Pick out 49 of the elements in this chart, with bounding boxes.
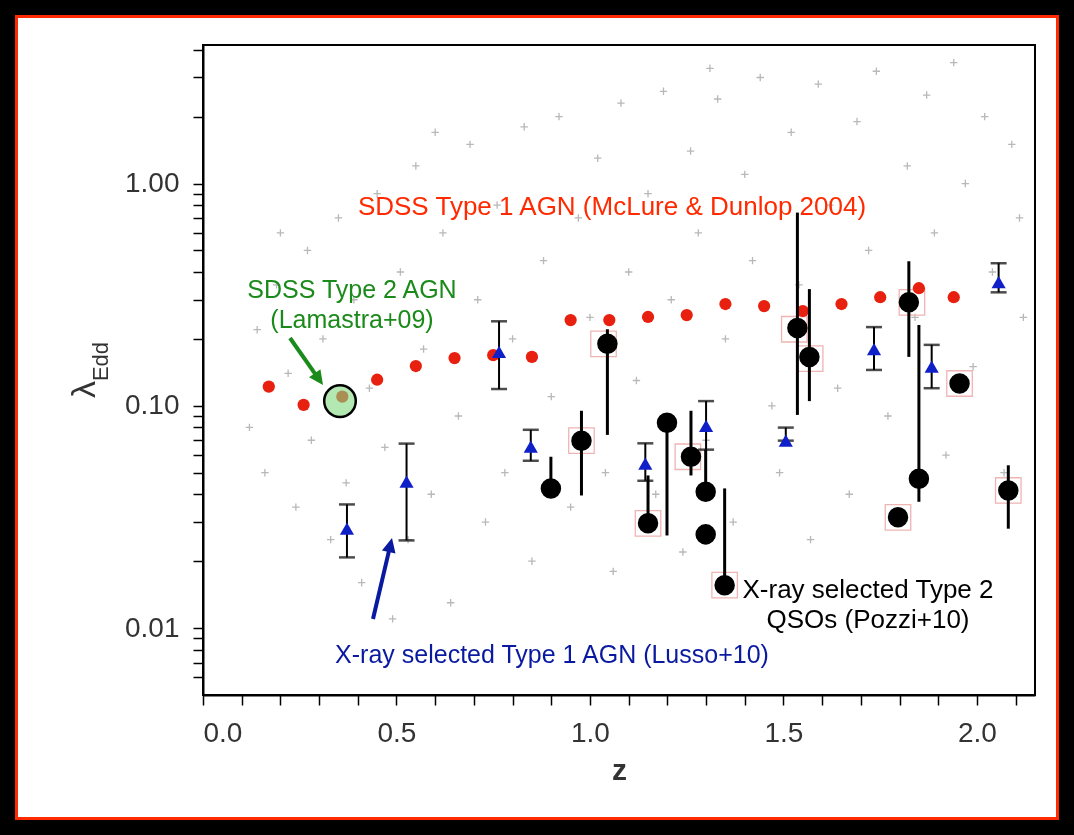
- point: [540, 478, 562, 499]
- point: [641, 310, 655, 324]
- annotation: SDSS Type 2 AGN (Lamastra+09): [247, 275, 457, 333]
- point: [638, 457, 653, 470]
- point: [491, 345, 507, 358]
- point: [874, 291, 887, 304]
- point: [371, 373, 384, 386]
- point: [525, 350, 539, 363]
- point: [924, 360, 939, 373]
- point: [297, 398, 310, 411]
- point: [695, 524, 716, 545]
- point: [695, 481, 716, 502]
- point: [991, 276, 1006, 289]
- x-tick-label: 0.5: [377, 716, 417, 748]
- x-tick-label: 2.0: [957, 716, 997, 748]
- x-axis-title: z: [612, 752, 627, 786]
- point: [908, 468, 930, 489]
- point: [399, 475, 414, 488]
- point: [322, 384, 358, 419]
- x-tick-label: 0.0: [203, 716, 243, 748]
- annotation: X-ray selected Type 1 AGN (Lusso+10): [335, 640, 769, 668]
- point: [656, 412, 678, 433]
- point: [780, 315, 808, 343]
- y-tick-label: 0.10: [125, 389, 180, 421]
- point: [866, 342, 882, 356]
- point: [719, 297, 732, 311]
- y-tick-label: 1.00: [125, 167, 180, 199]
- point: [680, 308, 693, 322]
- point: [699, 419, 714, 432]
- annotation: SDSS Type 1 AGN (McLure & Dunlop 2004): [357, 191, 867, 221]
- x-tick-label: 1.5: [764, 716, 804, 748]
- point: [590, 330, 617, 358]
- point: [778, 434, 793, 447]
- point: [339, 522, 355, 535]
- y-tick-label: 0.01: [125, 611, 180, 643]
- point: [603, 313, 616, 327]
- point: [835, 297, 848, 311]
- point: [409, 359, 422, 373]
- point: [674, 443, 702, 471]
- point: [448, 351, 461, 365]
- point: [523, 440, 538, 453]
- point: [757, 299, 771, 313]
- point: [912, 282, 926, 295]
- point: [262, 380, 275, 393]
- point: [898, 288, 926, 316]
- point: [564, 313, 577, 327]
- point: [947, 291, 960, 304]
- annotation: X-ray selected Type 2 QSOs (Pozzi+10): [742, 574, 994, 634]
- x-tick-label: 1.0: [571, 716, 610, 748]
